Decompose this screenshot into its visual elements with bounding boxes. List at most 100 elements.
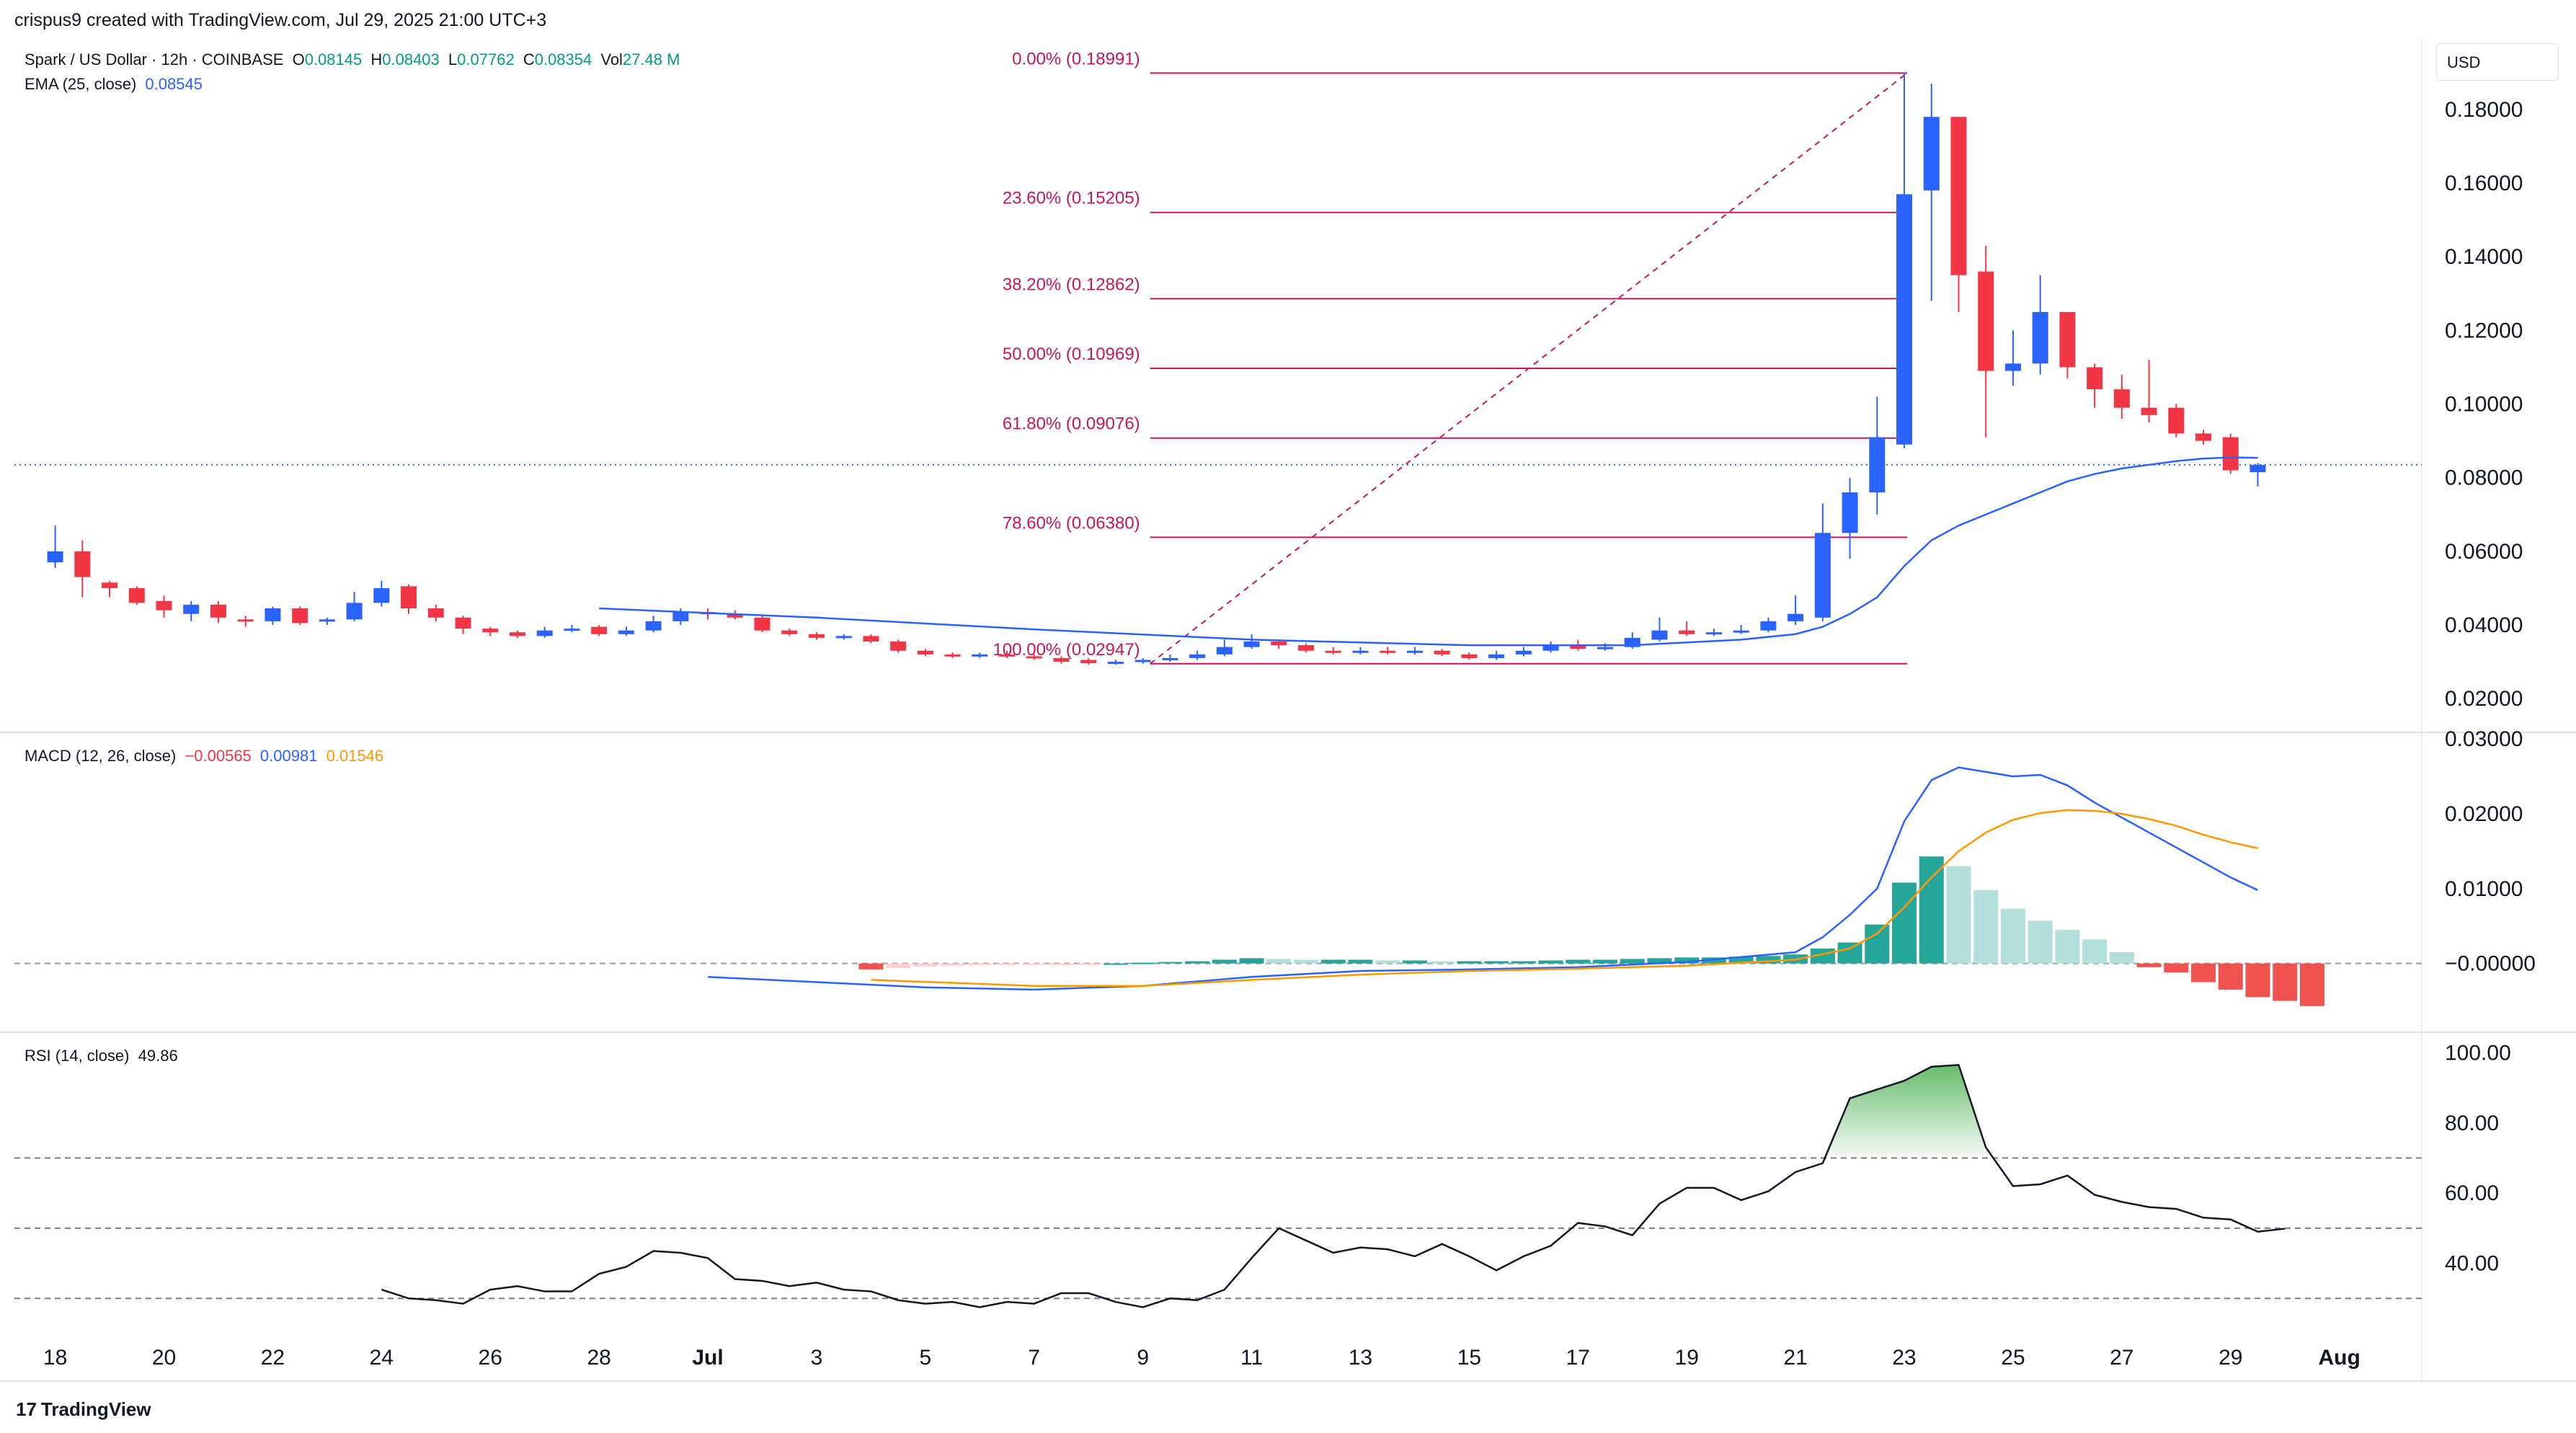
pane-separators bbox=[0, 36, 2576, 1382]
price-tick-label: 0.16000 bbox=[2445, 172, 2523, 195]
candle-down bbox=[509, 632, 525, 636]
currency-button[interactable]: USD bbox=[2436, 43, 2559, 81]
macd-histogram-bar bbox=[1457, 961, 1482, 964]
time-tick-label: 19 bbox=[1675, 1346, 1699, 1370]
candle-down bbox=[2141, 407, 2157, 415]
macd-tick-label: 0.01000 bbox=[2445, 877, 2523, 901]
candle-up bbox=[1162, 657, 1178, 660]
macd-histogram-bar bbox=[2136, 963, 2162, 967]
candle-down bbox=[999, 654, 1016, 657]
tradingview-logo-icon: 17 bbox=[16, 1398, 37, 1420]
time-tick-label: 17 bbox=[1566, 1346, 1590, 1370]
candle-down bbox=[455, 617, 471, 629]
macd-histogram-bar bbox=[1375, 960, 1400, 964]
ema-value: 0.08545 bbox=[145, 75, 203, 93]
candle-up bbox=[1814, 533, 1831, 618]
macd-histogram-bar bbox=[1348, 959, 1373, 964]
candle-up bbox=[1760, 621, 1777, 631]
candle-down bbox=[1053, 657, 1070, 662]
macd-histogram-bar bbox=[1320, 959, 1346, 964]
low-value: L0.07762 bbox=[448, 50, 515, 68]
rsi-legend: RSI (14, close) 49.86 bbox=[25, 1047, 182, 1065]
macd-histogram-bar bbox=[995, 963, 1020, 965]
candle-up bbox=[1515, 650, 1532, 655]
time-axis[interactable]: 18 20 22 24 26 28 Jul 3 5 7 9 11 13 15 17 19 21 23 25 27 29 A… bbox=[43, 1346, 2360, 1370]
macd-histogram-bar bbox=[2191, 963, 2216, 982]
price-tick-label: 0.10000 bbox=[2445, 393, 2523, 417]
macd-histogram-bar bbox=[1728, 957, 1754, 964]
fib-level-label: 23.60% (0.15205) bbox=[1003, 189, 1140, 208]
fibonacci-retracement[interactable]: 0.00% (0.18991) 23.60% (0.15205) 38.20% (0… bbox=[993, 49, 1908, 665]
macd-signal-value: 0.01546 bbox=[326, 747, 384, 765]
symbol-legend: Spark / US Dollar · 12h · COINBASE O0.08… bbox=[25, 50, 684, 69]
time-tick-label: 22 bbox=[261, 1346, 285, 1370]
candle-up bbox=[672, 612, 689, 621]
rsi-value: 49.86 bbox=[138, 1047, 178, 1065]
ema-title[interactable]: EMA (25, close) bbox=[25, 75, 137, 93]
symbol-title[interactable]: Spark / US Dollar · 12h · COINBASE bbox=[25, 50, 284, 68]
fib-level-label: 61.80% (0.09076) bbox=[1003, 414, 1140, 434]
candle-down bbox=[890, 641, 907, 651]
candle-down bbox=[1080, 660, 1097, 664]
candle-down bbox=[1679, 630, 1695, 634]
price-tick-label: 0.04000 bbox=[2445, 613, 2523, 637]
candle-up bbox=[265, 608, 281, 621]
time-tick-label: 13 bbox=[1349, 1346, 1372, 1370]
macd-histogram-bar bbox=[886, 963, 911, 968]
macd-pane: 0.03000 0.02000 0.01000 −0.00000 bbox=[14, 727, 2536, 1006]
time-tick-label: 23 bbox=[1892, 1346, 1916, 1370]
candle-up bbox=[1923, 117, 1940, 191]
candle-down bbox=[591, 626, 608, 634]
candle-up bbox=[1896, 194, 1913, 445]
macd-histogram-bar bbox=[1429, 961, 1454, 964]
macd-histogram-bar bbox=[1049, 963, 1074, 965]
candle-down bbox=[401, 586, 417, 609]
macd-histogram-bar bbox=[1158, 962, 1183, 964]
candle-down bbox=[237, 619, 254, 622]
candle-down bbox=[1978, 271, 1994, 371]
candle-down bbox=[427, 608, 444, 618]
macd-title[interactable]: MACD (12, 26, close) bbox=[25, 747, 177, 765]
time-tick-label: 7 bbox=[1028, 1346, 1040, 1370]
candle-down bbox=[210, 604, 226, 618]
price-tick-label: 0.06000 bbox=[2445, 540, 2523, 564]
candle-up bbox=[2032, 311, 2048, 364]
candle-down bbox=[781, 630, 798, 634]
fib-level-label: 78.60% (0.06380) bbox=[1003, 513, 1140, 533]
candle-up bbox=[645, 621, 662, 631]
rsi-tick-label: 80.00 bbox=[2445, 1112, 2499, 1135]
fib-level-label: 0.00% (0.18991) bbox=[1012, 49, 1140, 68]
price-tick-label: 0.14000 bbox=[2445, 245, 2523, 269]
price-axis[interactable]: 0.18000 0.16000 0.14000 0.12000 0.10000 0.080… bbox=[2445, 98, 2523, 711]
candle-up bbox=[1651, 630, 1668, 640]
rsi-tick-label: 100.00 bbox=[2445, 1041, 2511, 1065]
volume-value: Vol27.48 M bbox=[600, 50, 680, 68]
candlestick-series bbox=[47, 72, 2266, 665]
candle-up bbox=[1542, 645, 1559, 651]
tradingview-logo[interactable]: 17 TradingView bbox=[16, 1398, 151, 1421]
candle-down bbox=[2168, 407, 2185, 434]
candle-up bbox=[536, 630, 553, 636]
candle-down bbox=[1271, 641, 1287, 646]
macd-histogram-bar bbox=[1620, 959, 1645, 964]
macd-tick-label: 0.03000 bbox=[2445, 727, 2523, 751]
rsi-title[interactable]: RSI (14, close) bbox=[25, 1047, 130, 1065]
time-tick-label: 11 bbox=[1240, 1346, 1263, 1370]
macd-histogram-bar bbox=[2028, 920, 2053, 964]
candle-down bbox=[1434, 650, 1450, 655]
macd-histogram-bar bbox=[1103, 963, 1128, 965]
macd-histogram-bar bbox=[2000, 908, 2025, 964]
macd-histogram-bar bbox=[912, 963, 938, 967]
candle-up bbox=[1352, 650, 1369, 653]
macd-line-path bbox=[707, 766, 2259, 991]
macd-tick-label: −0.00000 bbox=[2445, 952, 2536, 976]
price-tick-label: 0.12000 bbox=[2445, 319, 2523, 342]
candle-up bbox=[183, 604, 200, 614]
macd-histogram-bar bbox=[2055, 929, 2080, 964]
close-value: C0.08354 bbox=[523, 50, 592, 68]
candle-up bbox=[1869, 437, 1886, 493]
candle-down bbox=[2087, 367, 2103, 390]
macd-histogram-bar bbox=[1919, 856, 1944, 964]
macd-histogram-bar bbox=[1701, 957, 1726, 964]
